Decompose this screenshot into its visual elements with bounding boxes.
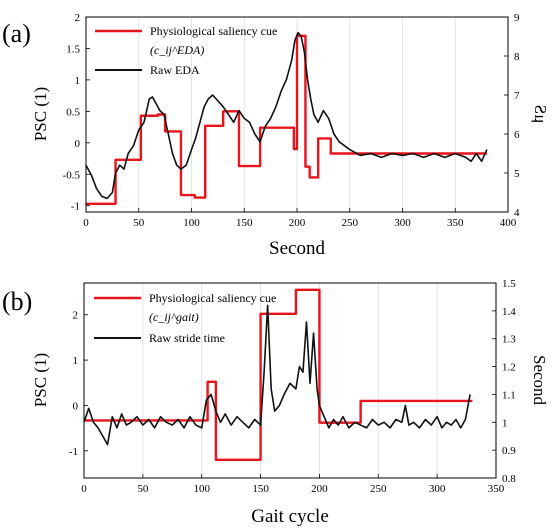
panel-a: (a) 0 50 100 150 200 250 300 350 400 -1 -0.5 0 0.5 1… [2,12,550,259]
panel-b-x-tick-label: 250 [370,483,387,495]
panel-a-series [85,31,488,206]
panel-b-x-ticks: 0 50 100 150 200 250 300 350 [81,474,505,495]
panel-b-series [83,288,473,462]
panel-a-x-tick-label: 400 [500,217,517,229]
panel-a-y2-axis-label: μS [531,105,550,124]
panel-b-y-tick-label: 1 [73,355,79,367]
panel-b-y2-tick-label: 1.5 [502,278,516,290]
panel-b-y-tick-label: 2 [73,310,79,322]
panel-b-legend-cue-symbol: (c_ij^gait) [149,310,199,324]
panel-a-series-saliency-cue-line [86,34,487,206]
panel-b-y2-axis-label: Second [530,355,549,406]
panel-a-y-tick-label: 0 [75,138,81,150]
panel-a-x-axis-label: Second [269,238,325,259]
panel-a-legend: Physiological saliency cue (c_ij^EDA) Ra… [95,24,277,77]
panel-b-y2-tick-label: 1.2 [502,362,516,374]
panel-b-plot-frame [83,282,497,479]
panel-a-y2-tick-label: 4 [514,207,520,219]
panel-a-y-tick-label: 1 [75,75,81,87]
panel-b-y2-ticks: 0.8 0.9 1 1.1 1.2 1.3 1.4 1.5 [492,278,516,485]
panel-b-label: (b) [2,287,32,316]
panel-b-x-tick-label: 300 [429,483,446,495]
panel-b-x-tick-label: 0 [81,483,87,495]
panel-b-y-tick-label: -1 [69,446,78,458]
panel-b-x-tick-label: 100 [193,483,210,495]
panel-b-y-axis-label: PSC (1) [31,353,50,407]
panel-b-y2-tick-label: 0.8 [502,473,516,485]
panel-a-x-tick-label: 350 [447,217,464,229]
panel-a-x-tick-label: 150 [236,217,253,229]
panel-a-x-tick-label: 250 [342,217,359,229]
panel-a-label: (a) [2,19,31,48]
panel-b-y2-tick-label: 0.9 [502,445,516,457]
panel-b-y-tick-label: 0 [73,400,79,412]
panel-a-y2-ticks: 4 5 6 7 8 9 [504,12,520,219]
panel-a-legend-eda-label: Raw EDA [150,63,200,77]
panel-b-y2-tick-label: 1.1 [502,389,516,401]
panel-b-x-tick-label: 150 [252,483,269,495]
panel-b-x-tick-label: 200 [311,483,328,495]
panel-b-y2-tick-label: 1.4 [502,306,516,318]
panel-b-series-raw-signal-line [83,304,471,446]
panel-b-x-tick-label: 350 [488,483,505,495]
panel-a-y2-tick-label: 5 [514,168,520,180]
panel-a-y-ticks: -1 -0.5 0 0.5 1 1.5 2 [63,12,90,213]
panel-a-y-tick-label: 0.5 [66,106,80,118]
panel-a-y-tick-label: 2 [75,12,81,24]
panel-b-x-tick-label: 50 [137,483,149,495]
panel-b-legend: Physiological saliency cue (c_ij^gait) R… [94,291,276,345]
panel-b-series-saliency-cue-line [84,288,473,462]
panel-b: (b) 0 50 100 150 200 250 300 350 -1 0 1 2 0.8 0.9 1 1… [2,278,549,527]
panel-a-y2-tick-label: 9 [514,12,520,24]
panel-a-y2-tick-label: 8 [514,51,520,63]
panel-b-y2-tick-label: 1.3 [502,334,516,346]
panel-a-legend-cue-symbol: (c_ij^EDA) [150,43,204,57]
panel-b-y-ticks: -1 0 1 2 [69,310,88,458]
panel-b-y2-tick-label: 1 [502,417,508,429]
panel-a-x-tick-label: 0 [83,217,89,229]
panel-a-x-tick-label: 100 [183,217,200,229]
panel-a-y2-tick-label: 7 [514,90,520,102]
panel-a-y-axis-label: PSC (1) [31,87,50,141]
panel-b-legend-cue-label: Physiological saliency cue [149,291,276,305]
panel-b-x-axis-label: Gait cycle [251,506,329,527]
panel-a-y-tick-label: -1 [71,201,80,213]
panel-a-x-tick-label: 50 [133,217,145,229]
panel-b-legend-stride-label: Raw stride time [149,331,225,345]
panel-a-y-tick-label: 1.5 [66,43,80,55]
panel-a-x-ticks: 0 50 100 150 200 250 300 350 400 [83,208,517,229]
panel-a-x-tick-label: 200 [289,217,306,229]
panel-a-x-tick-label: 300 [394,217,411,229]
panel-a-series-raw-signal-line [85,31,488,200]
panel-a-legend-cue-label: Physiological saliency cue [150,24,277,38]
panel-a-y2-tick-label: 6 [514,129,520,141]
panel-a-y-tick-label: -0.5 [63,169,81,181]
